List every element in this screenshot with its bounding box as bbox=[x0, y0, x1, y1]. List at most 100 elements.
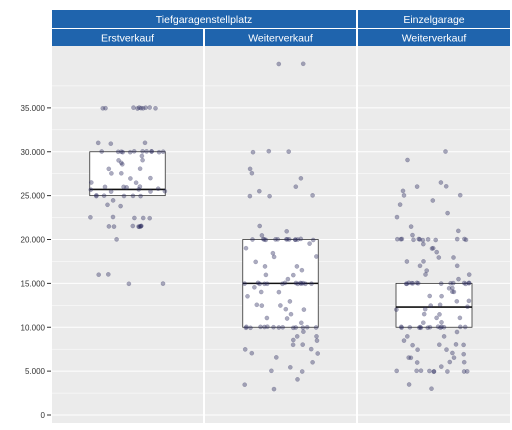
strip-group-label: Tiefgaragenstellplatz bbox=[156, 14, 253, 26]
data-point bbox=[451, 255, 456, 260]
data-point bbox=[124, 185, 129, 190]
data-point bbox=[414, 280, 420, 286]
strip-group-tiefgaragenstellplatz: Tiefgaragenstellplatz bbox=[52, 10, 356, 28]
data-points bbox=[88, 61, 472, 392]
data-point bbox=[416, 236, 422, 242]
data-point bbox=[257, 188, 262, 194]
data-point bbox=[300, 325, 306, 330]
data-point bbox=[131, 149, 137, 154]
data-point bbox=[267, 193, 272, 199]
data-point bbox=[130, 223, 136, 229]
data-point bbox=[131, 105, 136, 110]
data-point bbox=[249, 350, 255, 356]
data-point bbox=[271, 254, 277, 260]
data-point bbox=[133, 180, 139, 185]
data-point bbox=[314, 254, 319, 259]
panel-bg-1 bbox=[205, 46, 356, 423]
data-point bbox=[421, 311, 427, 317]
data-point bbox=[258, 289, 264, 295]
data-point bbox=[408, 224, 414, 229]
strip-group-bg bbox=[52, 10, 356, 28]
data-point bbox=[265, 324, 270, 329]
data-point bbox=[259, 303, 265, 308]
data-point bbox=[438, 325, 443, 330]
data-point bbox=[439, 364, 444, 369]
strip-panel-label: Weiterverkauf bbox=[402, 33, 467, 45]
data-point bbox=[155, 186, 161, 191]
strip-group-einzelgarage: Einzelgarage bbox=[358, 10, 510, 28]
data-point bbox=[427, 368, 432, 374]
data-point bbox=[313, 325, 319, 330]
data-point bbox=[461, 351, 466, 357]
data-point bbox=[88, 187, 94, 192]
data-point bbox=[434, 315, 439, 321]
data-point bbox=[284, 229, 289, 234]
data-point bbox=[276, 289, 282, 295]
data-point bbox=[458, 324, 463, 330]
data-point bbox=[398, 236, 404, 242]
data-point bbox=[304, 324, 310, 330]
y-tick-label: 15.000 bbox=[21, 279, 46, 288]
data-point bbox=[106, 272, 111, 277]
data-point bbox=[242, 382, 247, 387]
data-point bbox=[437, 342, 442, 347]
data-point bbox=[293, 280, 299, 286]
panel-bg-0 bbox=[52, 46, 203, 423]
data-point bbox=[264, 315, 270, 321]
data-point bbox=[280, 325, 285, 330]
data-point bbox=[423, 272, 428, 277]
strip-panel-bg bbox=[52, 29, 203, 46]
data-point bbox=[461, 359, 467, 365]
data-point bbox=[137, 184, 143, 189]
data-point bbox=[446, 286, 452, 291]
data-point bbox=[405, 157, 410, 163]
data-point bbox=[264, 281, 270, 287]
data-point bbox=[286, 149, 291, 154]
data-point bbox=[295, 377, 300, 382]
data-point bbox=[250, 149, 256, 155]
data-point bbox=[263, 272, 269, 278]
y-tick-label: 20.000 bbox=[21, 236, 46, 245]
data-point bbox=[454, 329, 460, 335]
data-point bbox=[438, 281, 444, 286]
data-point bbox=[101, 193, 107, 198]
box-2 bbox=[395, 282, 473, 328]
data-point bbox=[283, 306, 289, 312]
data-point bbox=[448, 281, 453, 286]
data-point bbox=[445, 369, 450, 374]
data-point bbox=[114, 237, 119, 242]
data-point bbox=[291, 272, 296, 278]
data-point bbox=[314, 338, 320, 343]
data-point bbox=[299, 320, 304, 326]
data-point bbox=[276, 61, 282, 67]
data-point bbox=[409, 280, 414, 286]
data-point bbox=[288, 311, 294, 317]
data-point bbox=[451, 289, 457, 295]
data-point bbox=[404, 259, 410, 264]
data-point bbox=[441, 324, 447, 330]
data-point bbox=[148, 175, 153, 181]
data-point bbox=[99, 149, 104, 154]
data-point bbox=[143, 105, 148, 110]
data-point bbox=[299, 369, 305, 374]
data-point bbox=[293, 237, 298, 242]
data-point bbox=[450, 289, 455, 294]
boxplots bbox=[89, 151, 473, 328]
data-point bbox=[310, 193, 315, 198]
data-point bbox=[457, 192, 463, 198]
data-point bbox=[276, 325, 282, 330]
data-point bbox=[298, 176, 304, 181]
data-point bbox=[286, 237, 292, 242]
data-point bbox=[310, 237, 316, 243]
data-point bbox=[425, 325, 431, 330]
data-point bbox=[257, 281, 262, 287]
data-point bbox=[431, 369, 437, 374]
data-point bbox=[397, 202, 403, 207]
data-point bbox=[447, 359, 453, 365]
data-point bbox=[293, 325, 298, 330]
data-point bbox=[443, 149, 448, 154]
data-point bbox=[142, 140, 148, 146]
data-point bbox=[137, 166, 143, 171]
gridlines bbox=[52, 85, 510, 416]
data-point bbox=[394, 307, 399, 312]
